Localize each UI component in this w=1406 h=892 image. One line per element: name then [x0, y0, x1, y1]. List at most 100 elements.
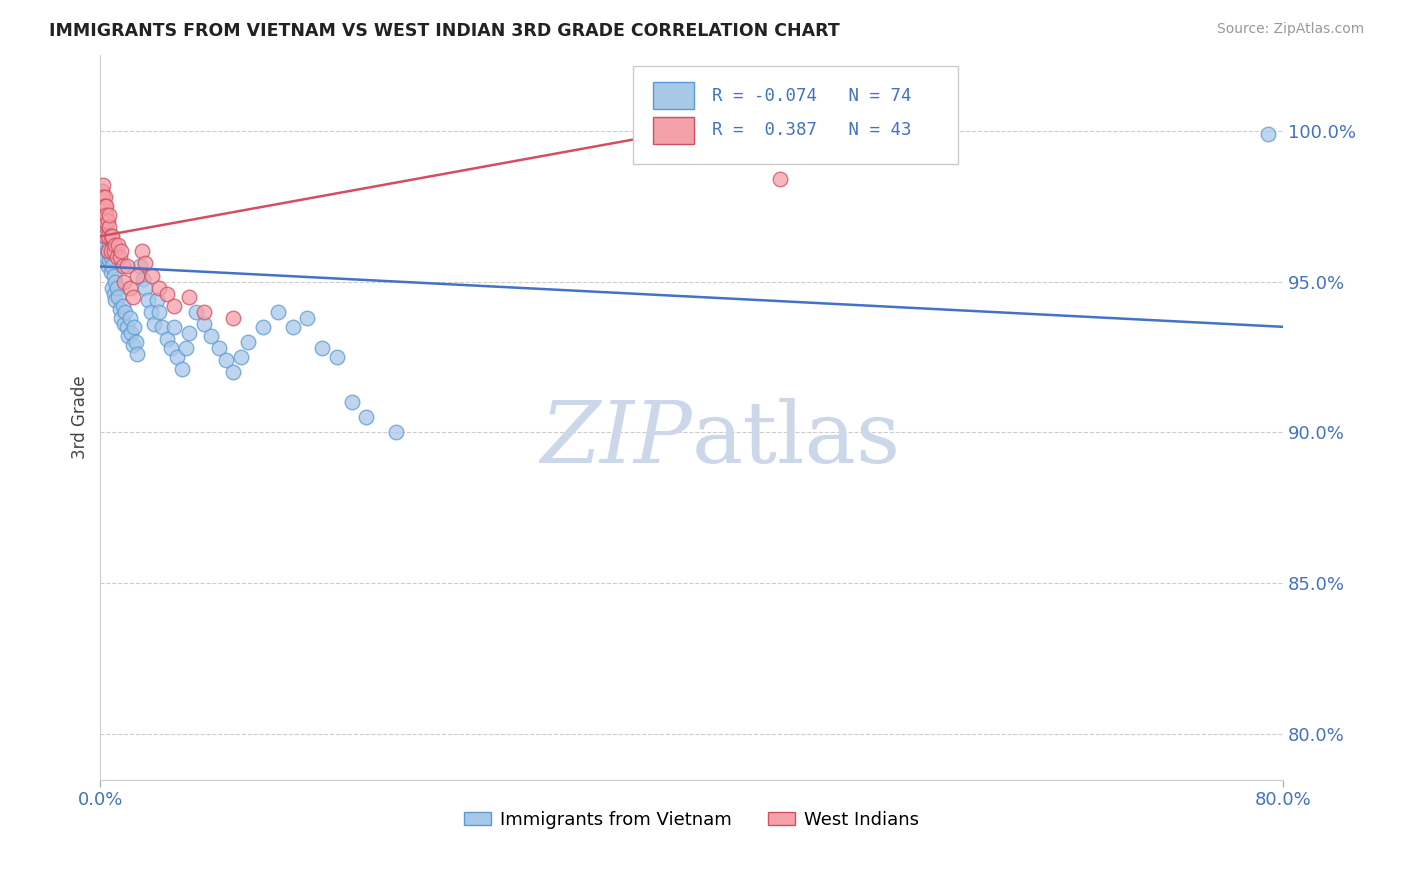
Point: [200, 329, 222, 343]
Bar: [652, 82, 695, 110]
Point: [252, 319, 274, 334]
Point: [120, 326, 142, 340]
Point: [1257, 127, 1279, 141]
Point: [91, 178, 114, 192]
Point: [100, 265, 122, 279]
Point: [101, 280, 124, 294]
Point: [134, 280, 156, 294]
Point: [177, 326, 200, 340]
Point: [101, 260, 124, 274]
Point: [90, 199, 112, 213]
Point: [125, 334, 148, 349]
Point: [166, 350, 188, 364]
Point: [108, 251, 131, 265]
Point: [238, 334, 260, 349]
Point: [163, 319, 186, 334]
Point: [118, 310, 141, 325]
Point: [340, 395, 363, 409]
Point: [94, 199, 117, 213]
Point: [96, 220, 118, 235]
Point: [127, 268, 149, 283]
Point: [98, 208, 121, 222]
Point: [281, 319, 304, 334]
Point: [97, 214, 120, 228]
Point: [148, 280, 170, 294]
Point: [97, 229, 120, 244]
Point: [132, 271, 155, 285]
Point: [94, 229, 117, 244]
Point: [115, 260, 138, 274]
Point: [170, 362, 193, 376]
FancyBboxPatch shape: [633, 66, 957, 164]
Point: [229, 350, 252, 364]
Point: [94, 214, 117, 228]
Point: [101, 229, 124, 244]
Point: [297, 310, 319, 325]
Text: R =  0.387   N = 43: R = 0.387 N = 43: [711, 121, 911, 139]
Point: [385, 425, 408, 440]
Point: [97, 244, 120, 259]
Point: [107, 238, 129, 252]
Point: [96, 208, 118, 222]
Point: [100, 244, 122, 259]
Point: [193, 304, 215, 318]
Point: [193, 317, 215, 331]
Point: [145, 293, 167, 307]
Point: [160, 341, 183, 355]
Point: [112, 275, 135, 289]
Point: [127, 347, 149, 361]
Text: R = -0.074   N = 74: R = -0.074 N = 74: [711, 87, 911, 104]
Point: [104, 293, 127, 307]
Point: [103, 286, 125, 301]
Point: [98, 220, 121, 235]
Point: [91, 214, 114, 228]
Point: [136, 293, 159, 307]
Point: [142, 317, 165, 331]
Point: [215, 353, 238, 368]
Point: [207, 341, 229, 355]
Point: [139, 304, 162, 318]
Point: [114, 304, 136, 318]
Point: [105, 251, 128, 265]
Point: [111, 299, 134, 313]
Point: [115, 319, 138, 334]
Point: [134, 256, 156, 270]
Point: [156, 286, 179, 301]
Text: ZIP: ZIP: [540, 398, 692, 481]
Point: [94, 208, 117, 222]
Point: [91, 229, 114, 244]
Point: [222, 365, 245, 379]
Point: [124, 319, 146, 334]
Point: [267, 304, 290, 318]
Point: [222, 310, 245, 325]
Point: [91, 220, 114, 235]
Point: [356, 410, 378, 425]
Point: [148, 304, 170, 318]
Point: [90, 199, 112, 213]
Point: [177, 290, 200, 304]
Point: [91, 199, 114, 213]
Point: [105, 280, 128, 294]
Point: [110, 244, 132, 259]
Point: [117, 329, 139, 343]
Point: [111, 260, 134, 274]
Point: [97, 229, 120, 244]
Point: [769, 172, 792, 186]
Point: [131, 244, 153, 259]
Point: [98, 253, 121, 268]
Point: [108, 301, 131, 316]
Point: [118, 280, 141, 294]
Point: [122, 290, 145, 304]
Text: IMMIGRANTS FROM VIETNAM VS WEST INDIAN 3RD GRADE CORRELATION CHART: IMMIGRANTS FROM VIETNAM VS WEST INDIAN 3…: [49, 22, 839, 40]
Point: [100, 229, 122, 244]
Point: [94, 229, 117, 244]
Point: [94, 190, 117, 204]
Point: [107, 290, 129, 304]
Text: atlas: atlas: [692, 398, 901, 481]
Point: [152, 319, 174, 334]
Point: [129, 260, 152, 274]
Bar: [652, 117, 695, 145]
Point: [156, 332, 179, 346]
Point: [96, 199, 118, 213]
Point: [163, 299, 186, 313]
